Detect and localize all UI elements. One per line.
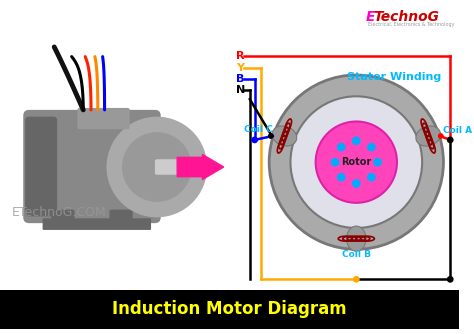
Text: Stator Winding: Stator Winding: [346, 72, 441, 82]
Circle shape: [316, 122, 397, 203]
Circle shape: [352, 137, 361, 145]
Text: E: E: [366, 10, 375, 24]
Circle shape: [367, 173, 376, 182]
Circle shape: [367, 143, 376, 151]
Circle shape: [291, 96, 422, 228]
Text: R: R: [236, 51, 245, 61]
Ellipse shape: [272, 126, 297, 146]
Circle shape: [107, 117, 207, 217]
Text: Coil B: Coil B: [342, 249, 371, 259]
FancyArrow shape: [177, 154, 224, 180]
Text: B: B: [236, 74, 245, 84]
Circle shape: [447, 137, 454, 143]
Circle shape: [331, 158, 339, 167]
Ellipse shape: [346, 226, 366, 251]
Circle shape: [251, 137, 258, 143]
FancyBboxPatch shape: [25, 117, 57, 216]
Text: Rotor: Rotor: [341, 157, 372, 167]
Text: ETechnoG.COM: ETechnoG.COM: [12, 206, 106, 219]
FancyBboxPatch shape: [109, 210, 133, 227]
Circle shape: [268, 133, 274, 139]
Circle shape: [337, 143, 346, 151]
Bar: [0, 290, 459, 329]
Circle shape: [438, 133, 444, 139]
Text: Coil C: Coil C: [244, 125, 273, 134]
Ellipse shape: [416, 126, 440, 146]
FancyBboxPatch shape: [51, 210, 74, 227]
Text: TechnoG: TechnoG: [374, 10, 440, 24]
Text: Electrical, Electronics & Technology: Electrical, Electronics & Technology: [368, 22, 455, 27]
FancyBboxPatch shape: [23, 110, 161, 223]
Circle shape: [269, 75, 444, 249]
Circle shape: [352, 179, 361, 188]
Text: N: N: [236, 85, 246, 95]
FancyBboxPatch shape: [43, 218, 151, 230]
Text: Y: Y: [236, 63, 244, 73]
Circle shape: [337, 173, 346, 182]
FancyBboxPatch shape: [155, 159, 186, 175]
Circle shape: [114, 124, 200, 210]
Circle shape: [353, 276, 360, 283]
Circle shape: [447, 276, 454, 283]
Circle shape: [373, 158, 382, 167]
FancyBboxPatch shape: [77, 108, 130, 129]
Text: Induction Motor Diagram: Induction Motor Diagram: [112, 300, 347, 318]
Circle shape: [122, 132, 191, 202]
Text: Coil A: Coil A: [443, 126, 472, 135]
